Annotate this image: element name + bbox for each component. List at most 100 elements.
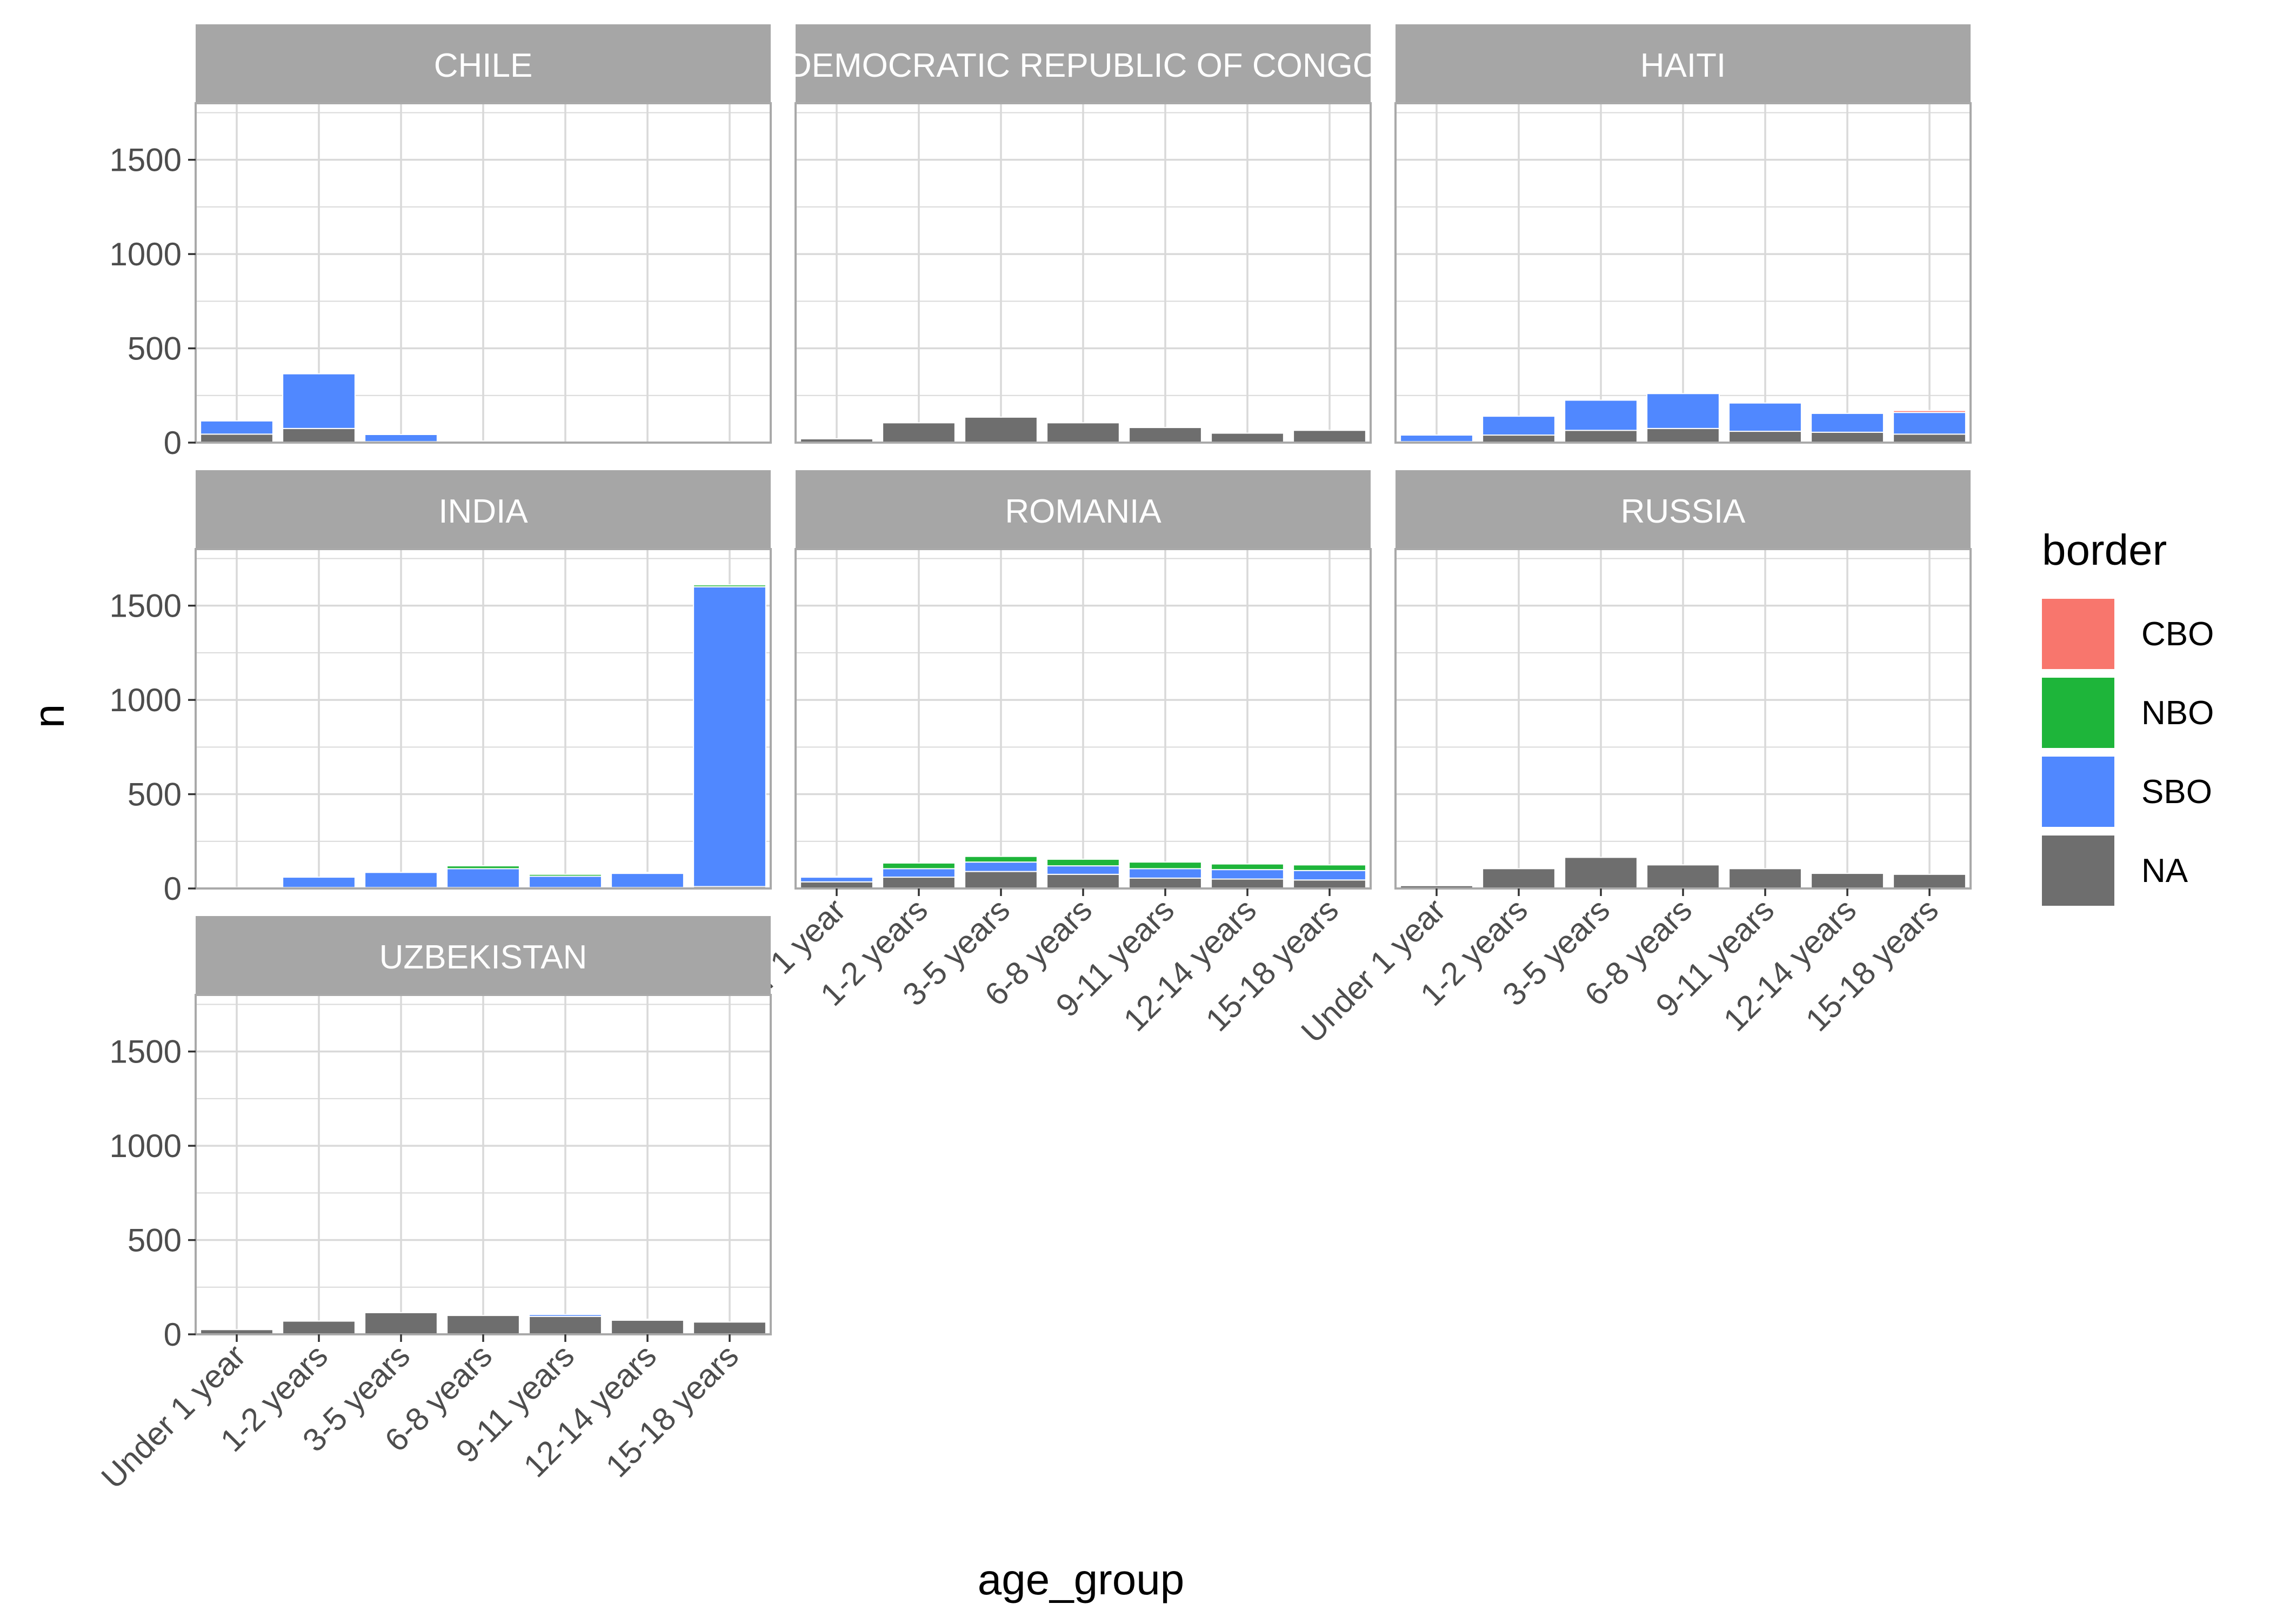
bar-na-6 [693,1322,766,1334]
y-tick-label: 500 [128,1222,182,1259]
y-tick-label: 1500 [110,1034,182,1070]
bar-sbo-6 [1293,871,1366,880]
bar-na-1 [1483,868,1555,888]
bar-na-6 [1893,434,1966,443]
x-tick-label: Under 1 year [95,1338,253,1496]
legend-label-cbo: CBO [2141,616,2214,653]
facet-title: CHILE [434,47,533,84]
bar-nbo-5 [611,872,684,873]
bar-na-1 [1483,435,1555,443]
bar-sbo-2 [1565,400,1637,431]
bar-sbo-1 [283,374,355,429]
bar-sbo-5 [1211,870,1284,879]
bar-na-3 [1047,423,1119,443]
bar-nbo-4 [529,874,602,876]
facet-title: UZBEKISTAN [379,939,587,976]
bar-nbo-0 [800,876,873,877]
bar-na-3 [1647,865,1719,888]
bar-na-3 [447,1315,519,1334]
bar-na-4 [1129,427,1201,443]
bar-na-4 [529,1316,602,1334]
bar-nbo-2 [965,857,1037,862]
bar-sbo-6 [693,587,766,887]
bar-na-1 [283,1321,355,1334]
facet-title: INDIA [438,493,528,530]
bar-na-5 [1211,879,1284,888]
legend: border CBO NBO SBO NA [2042,526,2214,906]
bar-sbo-4 [1129,868,1201,878]
x-axis-title: age_group [978,1555,1185,1603]
bar-nbo-3 [447,866,519,868]
bar-nbo-5 [1211,864,1284,870]
y-tick-label: 1500 [110,588,182,624]
bar-na-1 [883,877,955,888]
y-tick-label: 1000 [110,236,182,272]
bar-na-2 [965,872,1037,888]
legend-key-nbo [2042,678,2114,748]
bar-sbo-4 [1729,403,1801,431]
panel-democratic-republic-of-congo: DEMOCRATIC REPUBLIC OF CONGO [787,24,1379,443]
bar-nbo-6 [1293,865,1366,870]
bar-na-6 [1893,874,1966,888]
bar-sbo-1 [1483,416,1555,435]
bar-na-4 [1729,431,1801,443]
bar-sbo-0 [800,877,873,882]
bar-sbo-2 [365,872,437,887]
bar-na-6 [1293,880,1366,888]
legend-label-na: NA [2141,852,2188,890]
bar-nbo-1 [883,863,955,868]
bar-nbo-4 [1129,862,1201,868]
bar-na-2 [965,417,1037,443]
y-tick-label: 0 [164,1316,182,1353]
y-tick-label: 1000 [110,1128,182,1164]
bar-nbo-3 [1047,859,1119,866]
y-tick-label: 0 [164,871,182,907]
bar-na-5 [1811,873,1884,888]
legend-key-sbo [2042,757,2114,827]
bar-na-2 [1565,857,1637,888]
facet-title: RUSSIA [1621,493,1746,530]
bar-sbo-6 [1893,412,1966,434]
bar-sbo-5 [611,1319,684,1320]
legend-label-sbo: SBO [2141,773,2212,811]
bar-sbo-4 [529,876,602,887]
y-axis-title: n [25,704,73,729]
bar-na-5 [1811,432,1884,443]
bar-na-3 [1647,429,1719,443]
bar-na-1 [883,423,955,443]
bar-na-2 [1565,430,1637,443]
bar-sbo-5 [1811,413,1884,432]
bar-sbo-4 [529,1314,602,1316]
facet-title: DEMOCRATIC REPUBLIC OF CONGO [787,47,1379,84]
bar-cbo-6 [1893,411,1966,412]
bar-sbo-3 [1047,866,1119,874]
y-tick-label: 500 [128,331,182,367]
bar-na-0 [201,434,273,443]
legend-key-cbo [2042,599,2114,669]
bar-na-5 [611,1320,684,1334]
bar-na-4 [1729,868,1801,888]
bar-sbo-0 [201,421,273,434]
bar-sbo-2 [365,435,437,442]
legend-title: border [2042,526,2167,574]
y-tick-label: 1500 [110,142,182,178]
bar-sbo-1 [883,868,955,877]
bar-sbo-3 [1647,393,1719,429]
bar-na-5 [1211,433,1284,443]
bar-na-1 [283,429,355,443]
bar-nbo-6 [693,585,766,586]
bar-na-4 [1129,878,1201,888]
bar-sbo-5 [611,873,684,887]
y-tick-label: 500 [128,777,182,813]
bar-na-6 [1293,430,1366,443]
facet-title: HAITI [1640,47,1726,84]
bar-na-2 [365,1313,437,1334]
legend-label-nbo: NBO [2141,694,2214,732]
bar-sbo-0 [1400,435,1473,442]
